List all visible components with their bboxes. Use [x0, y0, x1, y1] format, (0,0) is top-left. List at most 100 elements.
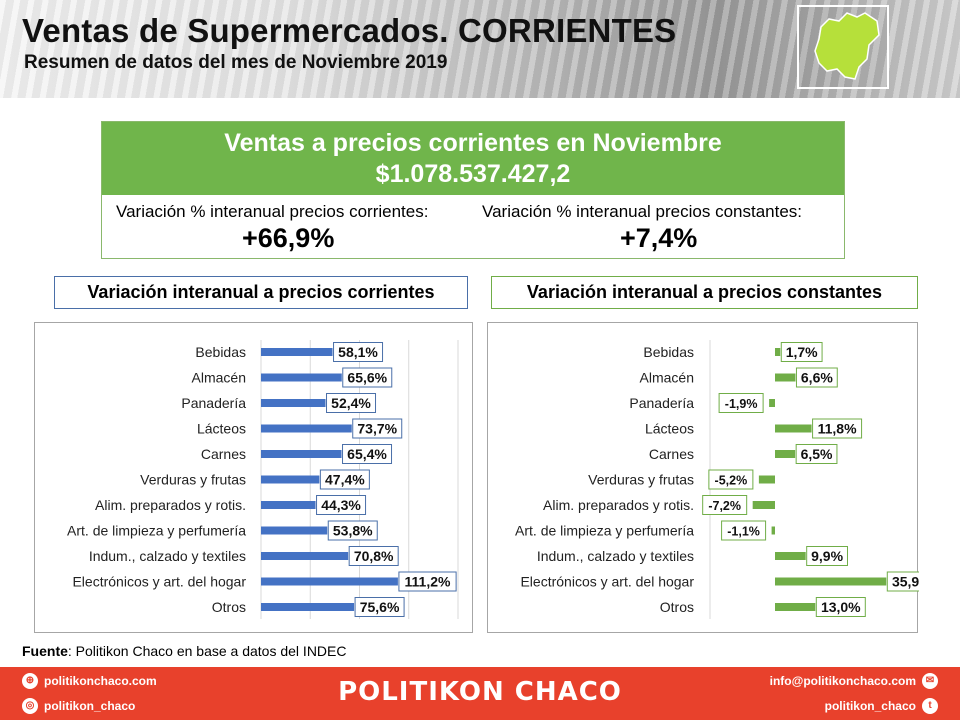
page-title: Ventas de Supermercados. CORRIENTES: [22, 12, 677, 49]
chart-title-constant: Variación interanual a precios constante…: [491, 276, 918, 309]
footer-instagram-text: politikon_chaco: [44, 699, 136, 713]
footer-email-text: info@politikonchaco.com: [769, 674, 916, 688]
category-label: Lácteos: [197, 421, 246, 437]
value-label-box: [354, 597, 405, 617]
constant-variation-label: Variación % interanual precios constante…: [482, 202, 803, 221]
value-label-box: [352, 418, 403, 439]
value-label: 47,4%: [325, 472, 365, 488]
bar: [775, 348, 781, 356]
sales-summary-box: Ventas a precios corrientes en Noviembre…: [101, 121, 845, 259]
bar: [752, 501, 775, 509]
category-label: Almacén: [192, 370, 246, 386]
bar: [758, 475, 775, 484]
category-label: Indum., calzado y textiles: [89, 548, 246, 564]
value-label: 6,6%: [801, 370, 833, 386]
category-label: Carnes: [201, 446, 246, 462]
bar: [769, 399, 775, 407]
value-label-box: [795, 367, 838, 388]
bar: [261, 552, 349, 560]
chart-current-panel: Bebidas 58,1% Almacén 65,6% Panadería 52,4% Lá…: [34, 322, 473, 633]
chart-constant-svg: Bebidas 1,7% Almacén 6,6% Panadería -1,9% Láct…: [515, 340, 919, 619]
value-label: -1,1%: [727, 525, 760, 539]
value-label: 44,3%: [321, 497, 361, 513]
bar: [261, 399, 326, 407]
category-label: Panadería: [629, 395, 694, 411]
bar: [775, 424, 812, 433]
bar: [775, 373, 796, 382]
value-label-box: [319, 469, 370, 490]
value-label: 52,4%: [331, 395, 371, 411]
footer-instagram[interactable]: ◎ politikon_chaco: [22, 698, 135, 714]
instagram-icon: ◎: [22, 698, 38, 714]
footer-website[interactable]: ⊕ politikonchaco.com: [22, 673, 157, 689]
value-label: 111,2%: [405, 574, 451, 590]
bar: [261, 603, 355, 611]
category-label: Electrónicos y art. del hogar: [72, 574, 246, 590]
twitter-icon: t: [922, 698, 938, 714]
value-label-box: [812, 418, 863, 439]
value-label-box: [316, 495, 367, 515]
constant-variation-value: +7,4%: [620, 223, 698, 253]
value-label-box: [806, 546, 848, 566]
value-label-box: [721, 520, 767, 541]
category-label: Alim. preparados y rotis.: [95, 497, 246, 513]
value-label: 11,8%: [818, 421, 857, 437]
category-label: Bebidas: [195, 344, 246, 360]
value-label: 53,8%: [333, 523, 373, 539]
value-label: 13,0%: [821, 599, 861, 615]
category-label: Otros: [660, 599, 694, 615]
bar: [771, 526, 775, 535]
value-label-box: [327, 520, 378, 541]
bar: [261, 424, 352, 433]
bar: [261, 475, 320, 484]
mail-icon: ✉: [922, 673, 938, 689]
source-text: : Politikon Chaco en base a datos del IN…: [67, 643, 347, 659]
footer-twitter[interactable]: politikon_chaco t: [825, 698, 938, 714]
value-label: -7,2%: [708, 499, 741, 513]
bar: [261, 501, 316, 509]
chart-constant-panel: Bebidas 1,7% Almacén 6,6% Panadería -1,9% Láct…: [487, 322, 919, 633]
value-label-box: [702, 495, 748, 515]
value-label-box: [326, 393, 377, 413]
value-label: 35,9%: [892, 574, 919, 590]
footer-website-text: politikonchaco.com: [44, 674, 157, 688]
category-label: Otros: [212, 599, 246, 615]
category-label: Indum., calzado y textiles: [537, 548, 694, 564]
value-label-box: [342, 444, 393, 464]
source-note: Fuente: Politikon Chaco en base a datos …: [22, 643, 347, 659]
bar: [261, 526, 328, 535]
value-label: 58,1%: [338, 344, 378, 360]
footer-brand: POLITIKON CHACO: [338, 677, 622, 707]
value-label: 73,7%: [357, 421, 397, 437]
value-label-box: [708, 469, 754, 490]
value-label-box: [780, 342, 823, 362]
value-label: 9,9%: [811, 548, 843, 564]
value-label-box: [398, 571, 457, 592]
value-label-box: [795, 444, 838, 464]
current-variation-value: +66,9%: [242, 223, 335, 253]
category-label: Bebidas: [643, 344, 694, 360]
category-label: Alim. preparados y rotis.: [543, 497, 694, 513]
value-label: 65,4%: [347, 446, 387, 462]
footer-twitter-text: politikon_chaco: [824, 699, 916, 713]
bar: [775, 450, 796, 458]
value-label-box: [886, 571, 919, 592]
chart-title-current: Variación interanual a precios corriente…: [54, 276, 468, 309]
value-label: 1,7%: [786, 344, 818, 360]
value-label: 70,8%: [354, 548, 394, 564]
globe-icon: ⊕: [22, 673, 38, 689]
value-label: 75,6%: [360, 599, 400, 615]
summary-header: Ventas a precios corrientes en Noviembre…: [102, 122, 844, 195]
footer-bar: ⊕ politikonchaco.com ◎ politikon_chaco P…: [0, 667, 960, 720]
page-subtitle: Resumen de datos del mes de Noviembre 20…: [24, 52, 448, 73]
value-label: 65,6%: [347, 370, 387, 386]
footer-email[interactable]: info@politikonchaco.com ✉: [770, 673, 938, 689]
bar: [775, 577, 887, 586]
summary-headline: Ventas a precios corrientes en Noviembre: [224, 129, 722, 157]
bar: [261, 577, 398, 586]
value-label-box: [342, 367, 393, 388]
value-label: -5,2%: [715, 474, 748, 488]
category-label: Electrónicos y art. del hogar: [520, 574, 694, 590]
chart-current-svg: Bebidas 58,1% Almacén 65,6% Panadería 52,4% Lá…: [67, 340, 459, 619]
value-label-box: [815, 597, 866, 617]
